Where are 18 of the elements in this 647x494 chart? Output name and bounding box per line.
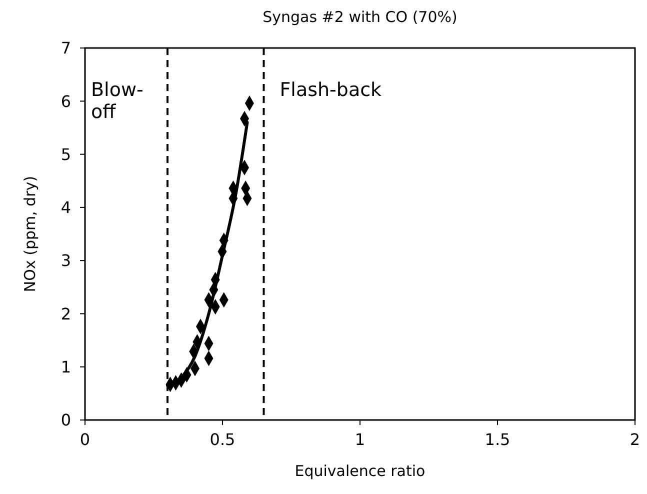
x-tick-label: 0.5: [210, 430, 236, 449]
y-tick-label: 4: [60, 198, 71, 218]
x-axis-title: Equivalence ratio: [294, 462, 426, 480]
annotation: Blow-off: [91, 79, 144, 123]
x-tick-label: 1: [354, 430, 366, 449]
x-tick-label: 2: [630, 430, 640, 449]
y-tick-label: 6: [60, 92, 71, 111]
y-tick-label: 0: [60, 410, 71, 430]
chart-title: Syngas #2 with CO (70%): [262, 8, 458, 26]
annotation: Flash-back: [280, 79, 382, 101]
y-tick-label: 2: [60, 304, 71, 324]
y-tick-label: 5: [60, 144, 71, 164]
y-axis-title: NOx (ppm, dry): [21, 176, 39, 292]
x-tick-label: 1.5: [484, 430, 510, 449]
y-tick-label: 1: [60, 357, 71, 376]
y-tick-label: 7: [60, 38, 71, 58]
y-tick-label: 3: [60, 251, 71, 270]
x-tick-label: 0: [80, 430, 90, 449]
